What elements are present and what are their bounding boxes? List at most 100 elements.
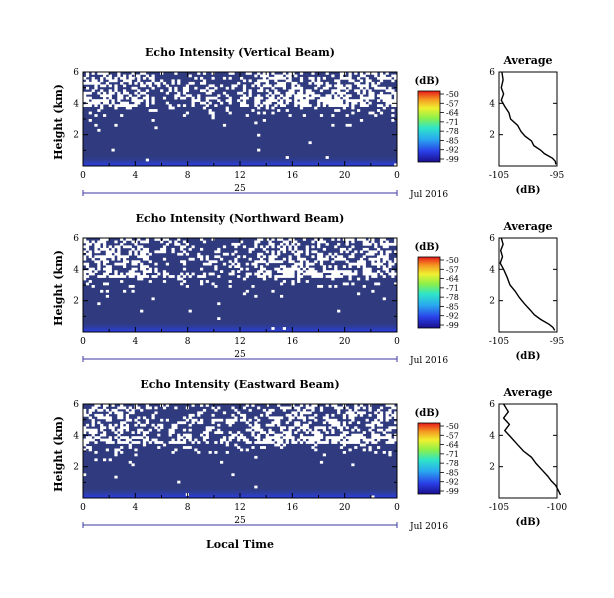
no-echo-pixel bbox=[357, 433, 361, 437]
no-echo-pixel bbox=[262, 272, 266, 276]
no-echo-pixel bbox=[262, 260, 266, 264]
no-echo-pixel bbox=[388, 411, 392, 415]
no-echo-pixel bbox=[351, 99, 355, 102]
no-echo-pixel bbox=[120, 275, 124, 278]
no-echo-pixel bbox=[342, 265, 346, 268]
no-echo-pixel bbox=[265, 413, 269, 417]
no-echo-pixel bbox=[211, 421, 215, 425]
colorbar-tick-label: -57 bbox=[446, 431, 459, 440]
no-echo-pixel bbox=[348, 79, 352, 83]
no-echo-pixel bbox=[100, 275, 104, 278]
no-echo-pixel bbox=[299, 270, 304, 273]
no-echo-pixel bbox=[351, 272, 355, 276]
no-echo-pixel bbox=[85, 275, 90, 278]
no-echo-pixel bbox=[348, 275, 352, 278]
no-echo-pixel bbox=[142, 272, 147, 276]
no-echo-pixel bbox=[331, 104, 335, 107]
no-echo-pixel bbox=[305, 441, 309, 444]
no-echo-pixel bbox=[331, 431, 335, 434]
no-echo-pixel bbox=[362, 260, 366, 264]
no-echo-pixel bbox=[260, 270, 264, 273]
no-echo-pixel bbox=[262, 119, 266, 122]
no-echo-pixel bbox=[302, 416, 306, 420]
no-echo-pixel bbox=[123, 436, 127, 439]
no-echo-pixel bbox=[291, 84, 295, 88]
no-echo-pixel bbox=[228, 101, 232, 105]
no-echo-pixel bbox=[337, 86, 341, 90]
no-echo-pixel bbox=[282, 270, 286, 273]
no-echo-pixel bbox=[234, 245, 238, 249]
no-echo-pixel bbox=[322, 247, 326, 251]
no-echo-pixel bbox=[391, 89, 395, 93]
no-echo-pixel bbox=[385, 416, 389, 420]
no-echo-pixel bbox=[194, 99, 198, 102]
no-echo-pixel bbox=[140, 72, 144, 75]
no-echo-pixel bbox=[342, 421, 346, 425]
no-echo-pixel bbox=[220, 441, 224, 444]
no-echo-pixel bbox=[114, 475, 118, 479]
no-echo-pixel bbox=[151, 438, 155, 442]
no-echo-pixel bbox=[382, 451, 386, 454]
no-echo-pixel bbox=[254, 262, 258, 266]
no-echo-pixel bbox=[182, 280, 187, 283]
no-echo-pixel bbox=[83, 438, 87, 442]
profile-y-tick-label: 2 bbox=[489, 463, 495, 473]
day-label: 25 bbox=[234, 184, 246, 194]
no-echo-pixel bbox=[294, 431, 298, 434]
no-echo-pixel bbox=[208, 91, 212, 95]
no-echo-pixel bbox=[134, 260, 138, 264]
no-echo-pixel bbox=[299, 91, 304, 95]
no-echo-pixel bbox=[359, 104, 364, 107]
no-echo-pixel bbox=[282, 443, 286, 447]
no-echo-pixel bbox=[377, 104, 381, 107]
no-echo-pixel bbox=[237, 262, 241, 266]
no-echo-pixel bbox=[177, 275, 181, 278]
no-echo-pixel bbox=[368, 267, 372, 271]
no-echo-pixel bbox=[248, 441, 252, 444]
no-echo-pixel bbox=[351, 418, 355, 422]
no-echo-pixel bbox=[240, 448, 244, 452]
no-echo-pixel bbox=[231, 413, 235, 417]
no-echo-pixel bbox=[362, 101, 366, 105]
no-echo-pixel bbox=[154, 126, 158, 130]
no-echo-pixel bbox=[97, 245, 101, 249]
no-echo-pixel bbox=[134, 91, 138, 95]
no-echo-pixel bbox=[354, 262, 358, 266]
no-echo-pixel bbox=[83, 91, 87, 95]
no-echo-pixel bbox=[334, 79, 338, 83]
no-echo-pixel bbox=[345, 260, 349, 264]
no-echo-pixel bbox=[365, 242, 369, 246]
no-echo-pixel bbox=[242, 79, 247, 83]
no-echo-pixel bbox=[308, 267, 312, 271]
no-echo-pixel bbox=[325, 242, 329, 246]
no-echo-pixel bbox=[188, 94, 192, 98]
no-echo-pixel bbox=[317, 275, 321, 278]
no-echo-pixel bbox=[114, 86, 118, 90]
no-echo-pixel bbox=[191, 245, 195, 249]
no-echo-pixel bbox=[157, 428, 161, 432]
no-echo-pixel bbox=[337, 79, 341, 83]
no-echo-pixel bbox=[140, 262, 144, 266]
no-echo-pixel bbox=[331, 74, 335, 78]
no-echo-pixel bbox=[374, 275, 378, 278]
no-echo-pixel bbox=[151, 275, 155, 278]
no-echo-pixel bbox=[302, 423, 306, 427]
no-echo-pixel bbox=[257, 423, 261, 427]
no-echo-pixel bbox=[97, 262, 101, 266]
no-echo-pixel bbox=[114, 79, 118, 83]
no-echo-pixel bbox=[111, 408, 115, 412]
no-echo-pixel bbox=[145, 74, 149, 78]
no-echo-pixel bbox=[131, 76, 135, 80]
no-echo-pixel bbox=[240, 413, 244, 417]
no-echo-pixel bbox=[325, 275, 329, 278]
no-echo-pixel bbox=[145, 404, 149, 407]
no-echo-pixel bbox=[257, 418, 261, 422]
no-echo-pixel bbox=[348, 72, 352, 75]
y-axis-label: Height (km) bbox=[52, 84, 65, 160]
no-echo-pixel bbox=[114, 423, 118, 427]
no-echo-pixel bbox=[260, 428, 264, 432]
no-echo-pixel bbox=[385, 76, 389, 80]
no-echo-pixel bbox=[214, 96, 218, 100]
no-echo-pixel bbox=[245, 421, 249, 425]
no-echo-pixel bbox=[285, 272, 289, 276]
